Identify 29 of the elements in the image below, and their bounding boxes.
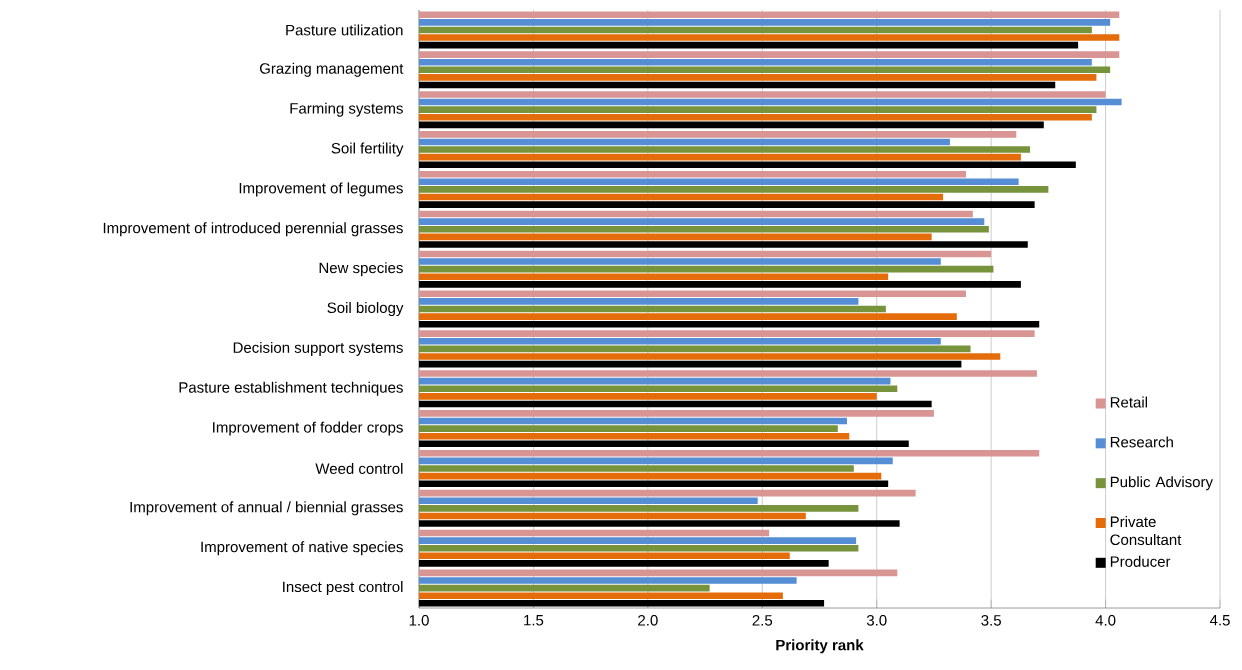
x-tick-label: 3.0 xyxy=(866,615,887,626)
y-tick-label: Improvement of native species xyxy=(201,541,403,556)
x-tick-label: 1.0 xyxy=(409,615,429,626)
legend-label: Public Advisory xyxy=(1110,476,1213,491)
legend-label: Retail xyxy=(1110,396,1148,408)
y-tick-label: Weed control xyxy=(315,462,403,474)
y-tick-label: Soil biology xyxy=(327,302,404,317)
x-tick-label: 4.5 xyxy=(1209,615,1230,626)
x-tick-label: 1.5 xyxy=(524,615,544,626)
y-tick-label: Improvement of annual / biennial grasses xyxy=(130,501,403,516)
x-tick-label: 4.0 xyxy=(1095,615,1116,626)
y-tick-label: Insect pest control xyxy=(283,581,403,596)
legend-label: Producer xyxy=(1110,555,1171,567)
x-tick-label: 2.0 xyxy=(638,615,658,626)
legend-label: Research xyxy=(1110,436,1173,448)
y-tick-label: Improvement of legumes xyxy=(239,182,403,197)
y-tick-label: Soil fertility xyxy=(331,142,404,157)
legend-label: Private Consultant xyxy=(1110,516,1182,546)
x-tick-label: 3.5 xyxy=(981,615,1001,626)
y-tick-label: Grazing management xyxy=(259,62,404,77)
y-tick-label: New species xyxy=(319,262,403,277)
x-tick-label: 2.5 xyxy=(752,615,773,626)
y-tick-label: Pasture utilization xyxy=(286,24,403,36)
y-tick-label: Improvement of fodder crops xyxy=(213,421,403,436)
y-tick-label: Farming systems xyxy=(290,102,403,117)
y-tick-label: Pasture establishment techniques xyxy=(179,381,403,396)
x-axis-title: Priority rank xyxy=(776,639,864,654)
y-tick-label: Improvement of introduced perennial grasses xyxy=(103,222,403,237)
y-tick-label: Decision support systems xyxy=(233,341,403,356)
